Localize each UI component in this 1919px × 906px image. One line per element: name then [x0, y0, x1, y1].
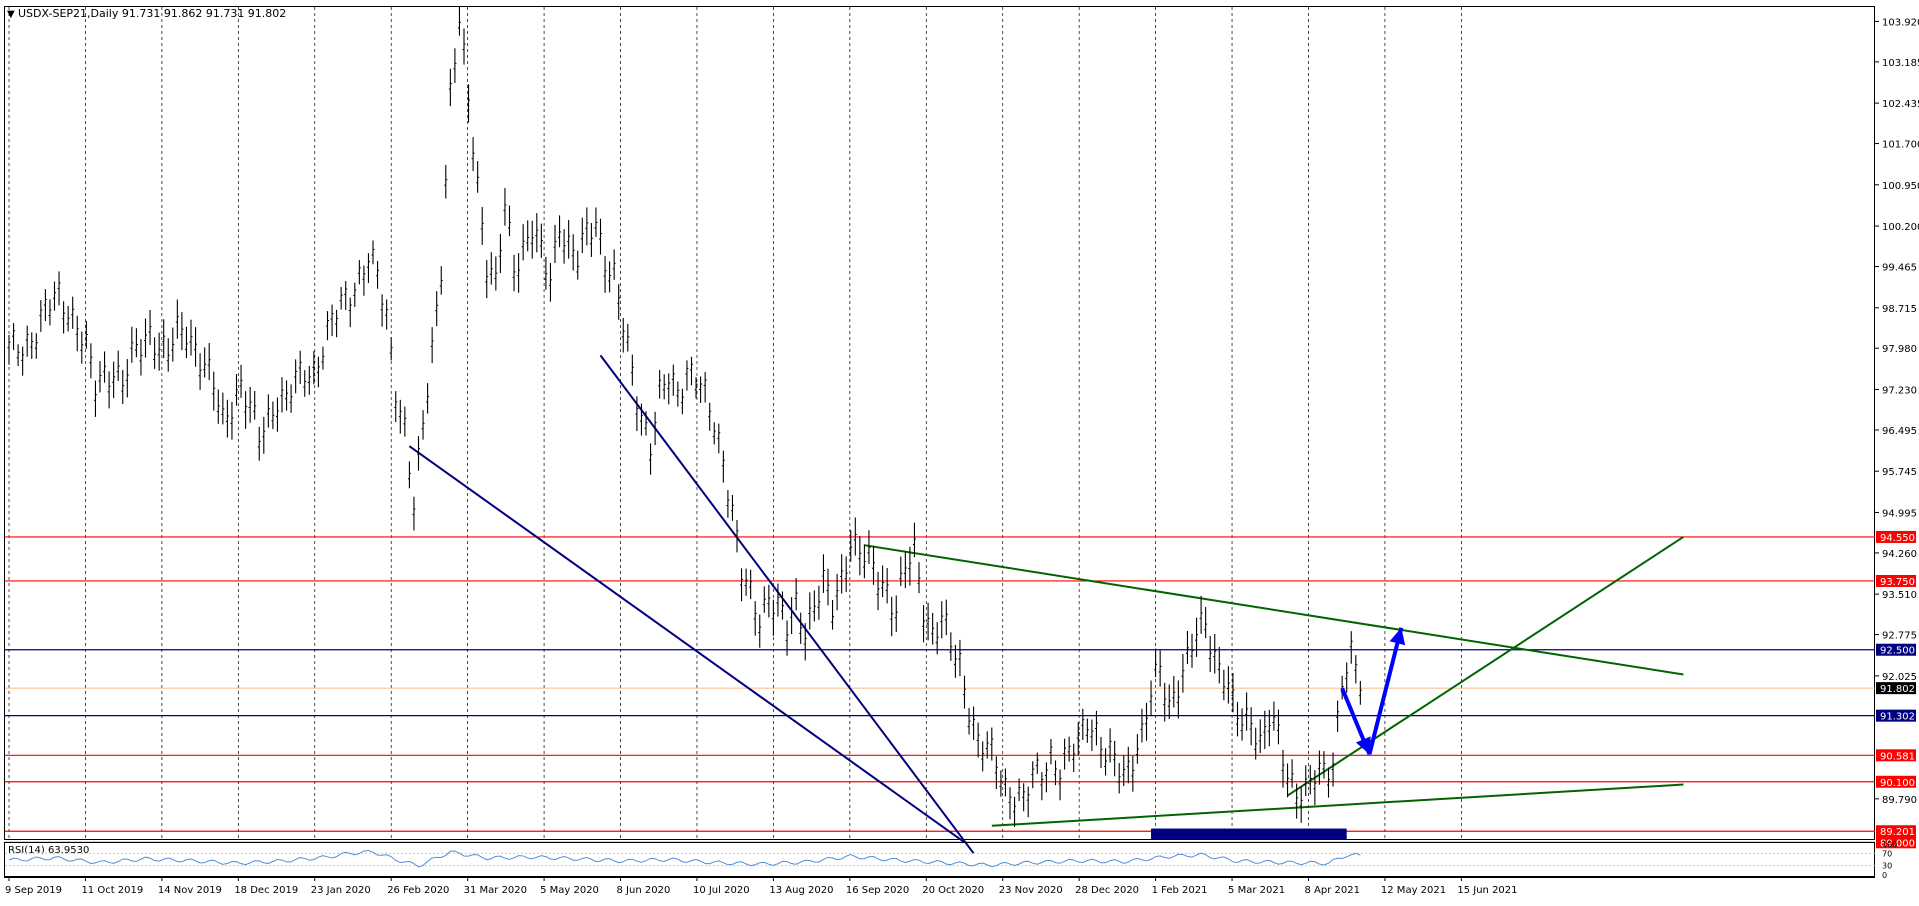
time-axis: 9 Sep 2019 11 Oct 2019 14 Nov 2019 18 Dec 2… — [5, 877, 1518, 896]
price-tick-label: 89.790 — [1882, 795, 1917, 806]
time-tick-label: 20 Oct 2020 — [922, 885, 984, 896]
symbol-info: USDX-SEP21,Daily 91.731 91.862 91.731 91… — [18, 7, 286, 20]
time-tick-label: 10 Jul 2020 — [693, 885, 750, 896]
rsi-tick-label: 100 — [1882, 840, 1897, 849]
arrow-shaft — [1367, 627, 1404, 755]
arrow-head — [1389, 627, 1406, 646]
time-tick-label: 23 Jan 2020 — [311, 885, 371, 896]
rsi-tick-label: 70 — [1882, 849, 1892, 858]
time-tick-label: 18 Dec 2019 — [234, 885, 298, 896]
time-tick-label: 13 Aug 2020 — [769, 885, 833, 896]
price-tick-label: 94.260 — [1882, 549, 1917, 560]
arrow-head — [1355, 736, 1371, 755]
price-tick-label: 97.230 — [1882, 385, 1917, 396]
trend-line — [1287, 536, 1684, 797]
price-axis: 103.920 103.185 102.435 101.700 100.950 100.2… — [1875, 17, 1919, 806]
time-tick-label: 26 Feb 2020 — [387, 885, 449, 896]
price-tick-label: 96.495 — [1882, 426, 1917, 437]
time-tick-label: 9 Sep 2019 — [5, 885, 62, 896]
price-tick-label: 103.920 — [1882, 17, 1919, 28]
price-tick-label: 102.435 — [1882, 99, 1919, 110]
price-level-badge — [1876, 643, 1916, 656]
price-tick-label: 97.980 — [1882, 344, 1917, 355]
price-level-badge — [1876, 574, 1916, 587]
current-price-badge — [1876, 682, 1916, 695]
time-tick-label: 11 Oct 2019 — [81, 885, 143, 896]
time-tick-label: 8 Apr 2021 — [1304, 885, 1359, 896]
time-tick-label: 15 Jun 2021 — [1457, 885, 1517, 896]
time-tick-label: 5 Mar 2021 — [1228, 885, 1285, 896]
main-window-border — [4, 6, 1875, 840]
time-tick-label: 1 Feb 2021 — [1152, 885, 1208, 896]
price-tick-label: 101.700 — [1882, 140, 1919, 151]
time-tick-label: 8 Jun 2020 — [617, 885, 671, 896]
price-level-value: 89.000 — [1880, 838, 1915, 849]
price-level-badge — [1876, 825, 1916, 838]
rsi-window-border — [4, 842, 1875, 877]
price-tick-label: 98.715 — [1882, 304, 1917, 315]
trend-line — [991, 783, 1684, 827]
price-level-value: 94.550 — [1880, 533, 1915, 544]
trend-line — [408, 445, 966, 844]
price-level-value: 90.100 — [1880, 778, 1915, 789]
time-tick-label: 28 Dec 2020 — [1075, 885, 1139, 896]
price-tick-label: 93.510 — [1882, 590, 1917, 601]
price-tick-label: 99.465 — [1882, 263, 1917, 274]
price-level-value: 93.750 — [1880, 577, 1915, 588]
price-level-badge — [1876, 709, 1916, 722]
price-series — [7, 6, 1362, 827]
price-level-badge — [1876, 530, 1916, 543]
time-tick-label: 12 May 2021 — [1381, 885, 1446, 896]
time-tick-label: 16 Sep 2020 — [846, 885, 909, 896]
time-tick-label: 5 May 2020 — [540, 885, 599, 896]
menu-chevron-icon[interactable]: ▼ — [7, 9, 15, 20]
rsi-line — [8, 850, 1361, 868]
time-tick-label: 14 Nov 2019 — [158, 885, 222, 896]
price-level-badge — [1876, 749, 1916, 762]
trend-lines[interactable] — [408, 354, 1684, 854]
vertical-grid — [8, 7, 1462, 839]
rsi-tick-label: 0 — [1882, 871, 1887, 880]
time-tick-label: 31 Mar 2020 — [464, 885, 527, 896]
forecast-arrows — [1340, 627, 1406, 756]
support-zone-bar — [1151, 828, 1347, 840]
rsi-tick-label: 30 — [1882, 862, 1892, 871]
trend-line — [599, 354, 975, 854]
price-level-value: 89.201 — [1880, 827, 1915, 838]
rsi-label: RSI(14) 63.9530 — [8, 845, 89, 856]
price-tick-label: 95.745 — [1882, 467, 1917, 478]
price-level-value: 90.581 — [1880, 751, 1915, 762]
price-tick-label: 94.995 — [1882, 508, 1917, 519]
price-tick-label: 103.185 — [1882, 58, 1919, 69]
price-level-labels: 94.550 93.750 92.500 91.302 90.581 90.100 89.2… — [1876, 530, 1916, 849]
time-tick-label: 23 Nov 2020 — [999, 885, 1063, 896]
price-level-badge — [1876, 836, 1916, 849]
price-level-value: 92.500 — [1880, 646, 1915, 657]
price-tick-label: 92.025 — [1882, 672, 1917, 683]
price-tick-label: 100.950 — [1882, 181, 1919, 192]
price-level-badge — [1876, 775, 1916, 788]
current-price-value: 91.802 — [1880, 684, 1915, 695]
support-zone — [1151, 828, 1347, 840]
trend-line — [864, 544, 1684, 676]
price-tick-label: 100.200 — [1882, 222, 1919, 233]
price-tick-label: 92.775 — [1882, 631, 1917, 642]
price-level-value: 91.302 — [1880, 712, 1915, 723]
